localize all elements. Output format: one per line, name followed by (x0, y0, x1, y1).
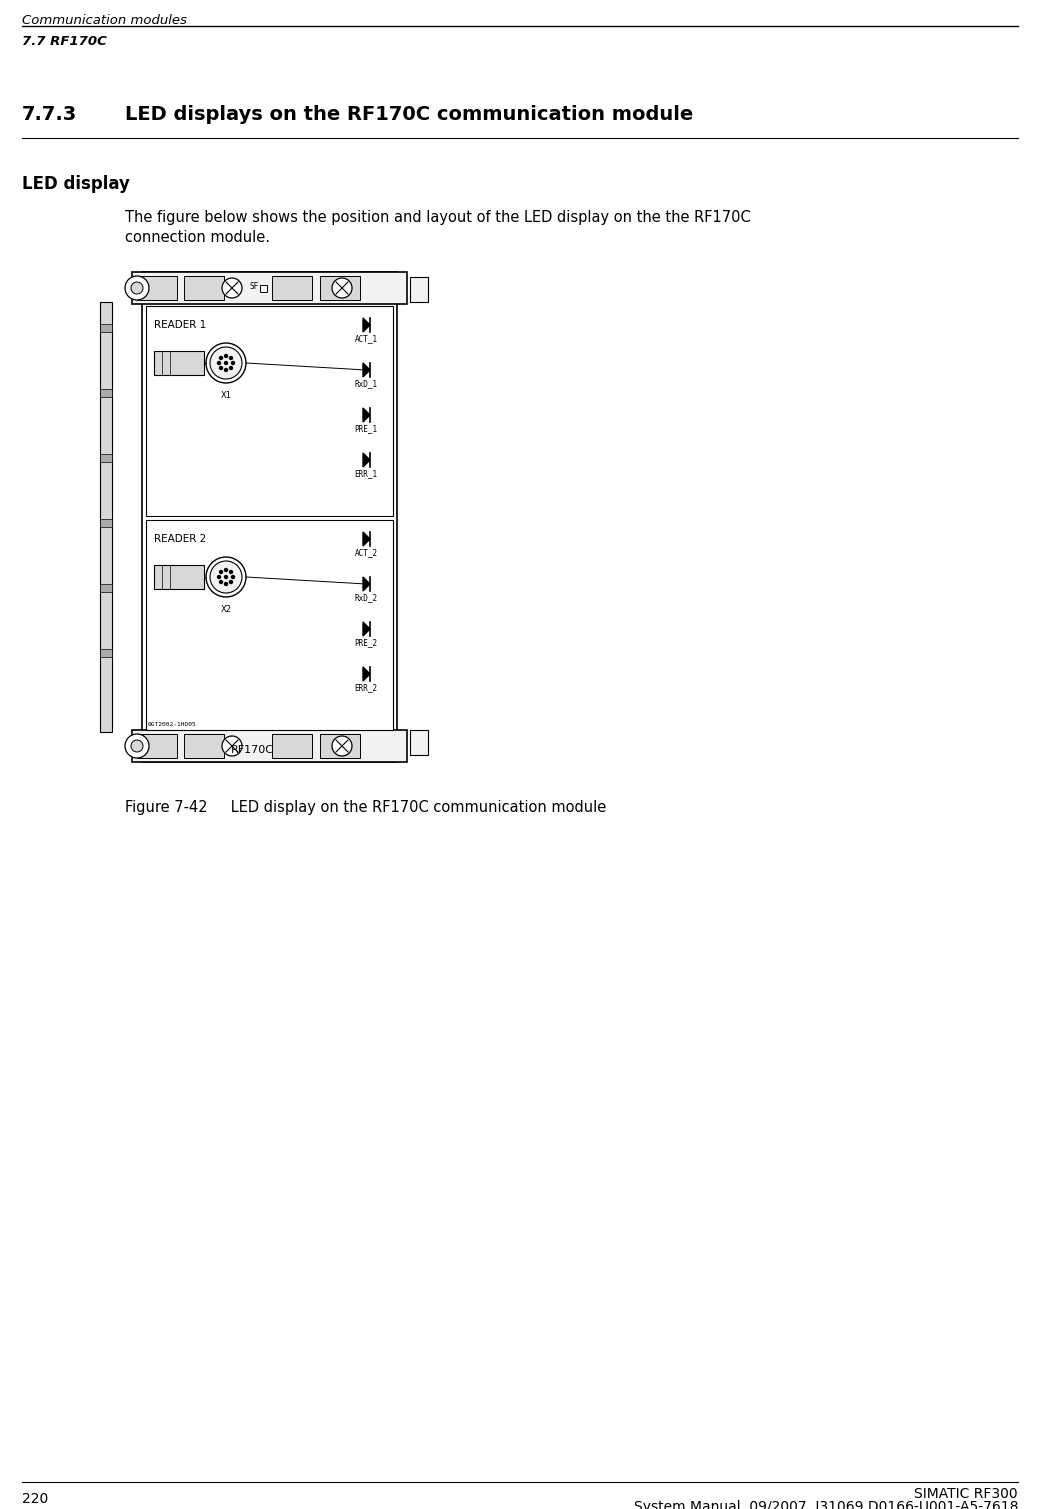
Circle shape (125, 733, 149, 758)
Circle shape (230, 581, 233, 584)
Circle shape (206, 343, 246, 383)
Bar (272, 276, 312, 300)
Polygon shape (363, 407, 370, 423)
Text: ERR_2: ERR_2 (355, 684, 378, 693)
Circle shape (219, 367, 223, 370)
Circle shape (230, 367, 233, 370)
Bar (137, 733, 177, 758)
Bar (142, 272, 397, 762)
Bar (154, 352, 204, 376)
Bar (137, 276, 177, 300)
Bar (146, 521, 393, 730)
Polygon shape (363, 364, 370, 377)
Text: ACT_1: ACT_1 (355, 333, 378, 343)
Circle shape (210, 347, 242, 379)
Text: 7.7.3: 7.7.3 (22, 106, 77, 124)
Text: 6GT2002-1HD05: 6GT2002-1HD05 (148, 721, 197, 727)
Text: ERR_1: ERR_1 (355, 469, 378, 478)
Circle shape (225, 569, 228, 572)
Circle shape (219, 581, 223, 584)
Bar (100, 302, 112, 732)
Text: PRE_2: PRE_2 (355, 638, 378, 647)
Circle shape (230, 570, 233, 573)
Circle shape (225, 582, 228, 585)
Circle shape (222, 736, 242, 756)
Circle shape (332, 278, 352, 297)
Bar (100, 324, 112, 332)
Circle shape (225, 368, 228, 371)
Polygon shape (363, 453, 370, 466)
Bar (100, 519, 112, 527)
Polygon shape (363, 318, 370, 332)
Bar (272, 733, 312, 758)
Circle shape (225, 362, 228, 365)
Text: LED display: LED display (22, 175, 130, 193)
Text: Communication modules: Communication modules (22, 14, 187, 27)
Circle shape (232, 575, 234, 578)
Bar (320, 276, 360, 300)
Polygon shape (363, 533, 370, 546)
Text: X2: X2 (220, 605, 232, 614)
Circle shape (125, 276, 149, 300)
Circle shape (217, 575, 220, 578)
Text: 7.7 RF170C: 7.7 RF170C (22, 35, 107, 48)
Circle shape (332, 736, 352, 756)
Text: SIMATIC RF300: SIMATIC RF300 (914, 1486, 1018, 1501)
Bar (260, 285, 267, 293)
Text: RxD_1: RxD_1 (355, 379, 378, 388)
Circle shape (131, 739, 144, 751)
Text: X1: X1 (220, 391, 232, 400)
Text: Figure 7-42     LED display on the RF170C communication module: Figure 7-42 LED display on the RF170C co… (125, 800, 606, 815)
Circle shape (206, 557, 246, 598)
Bar (100, 584, 112, 592)
Text: The figure below shows the position and layout of the LED display on the the RF1: The figure below shows the position and … (125, 210, 751, 225)
Bar (132, 272, 407, 303)
Circle shape (232, 362, 234, 365)
Text: READER 2: READER 2 (154, 534, 206, 545)
Circle shape (131, 282, 144, 294)
Bar (184, 276, 224, 300)
Text: RF170C: RF170C (231, 745, 274, 754)
Bar (146, 306, 393, 516)
Text: READER 1: READER 1 (154, 320, 206, 330)
Bar (132, 730, 407, 762)
Circle shape (217, 362, 220, 365)
Circle shape (222, 278, 242, 297)
Circle shape (225, 575, 228, 578)
Polygon shape (363, 667, 370, 681)
Text: PRE_1: PRE_1 (355, 424, 378, 433)
Bar (410, 278, 428, 302)
Text: RxD_2: RxD_2 (355, 593, 378, 602)
Circle shape (219, 570, 223, 573)
Bar (100, 389, 112, 397)
Polygon shape (363, 576, 370, 592)
Circle shape (210, 561, 242, 593)
Text: LED displays on the RF170C communication module: LED displays on the RF170C communication… (125, 106, 694, 124)
Bar (100, 454, 112, 462)
Bar (100, 649, 112, 656)
Text: ACT_2: ACT_2 (355, 548, 378, 557)
Text: connection module.: connection module. (125, 229, 270, 244)
Bar (410, 730, 428, 754)
Bar (154, 564, 204, 589)
Bar (184, 733, 224, 758)
Polygon shape (363, 622, 370, 635)
Text: System Manual, 09/2007, J31069 D0166-U001-A5-7618: System Manual, 09/2007, J31069 D0166-U00… (633, 1500, 1018, 1509)
Bar (320, 733, 360, 758)
Circle shape (230, 356, 233, 359)
Text: SF: SF (249, 282, 258, 291)
Circle shape (225, 355, 228, 358)
Text: 220: 220 (22, 1492, 48, 1506)
Circle shape (219, 356, 223, 359)
